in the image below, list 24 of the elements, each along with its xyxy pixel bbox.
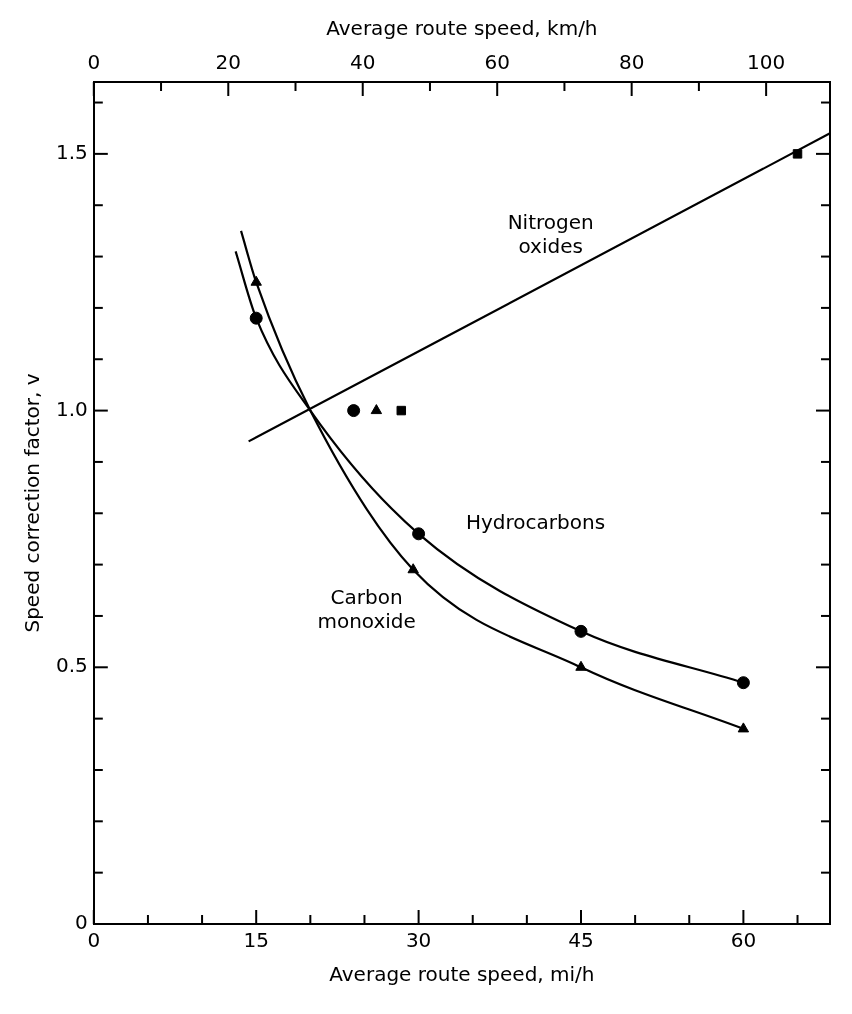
point: [736, 676, 750, 690]
y-axis-title: Speed correction factor, v: [20, 373, 45, 633]
point: [396, 405, 407, 416]
y-tick-label: 1.0: [55, 396, 88, 421]
x-tick-label: 60: [730, 928, 757, 953]
x-tick-label: 45: [568, 928, 594, 953]
series-label: Nitrogen oxides: [507, 210, 594, 259]
x2-axis-title: Average route speed, km/h: [326, 16, 598, 41]
series-label: Hydrocarbons: [465, 509, 606, 534]
y-tick-label: 0: [75, 910, 88, 935]
x2-tick-label: 60: [484, 50, 510, 75]
x-tick-label: 15: [243, 928, 269, 953]
x2-tick-label: 20: [215, 50, 241, 75]
y-tick-label: 1.5: [55, 140, 88, 165]
series-label: Carbon monoxide: [317, 585, 416, 634]
point: [347, 404, 361, 418]
x2-tick-label: 100: [747, 50, 786, 75]
point: [370, 404, 383, 415]
x2-tick-label: 40: [350, 50, 376, 75]
x-axis-title: Average route speed, mi/h: [329, 962, 595, 987]
x-tick-label: 30: [405, 928, 432, 953]
point: [737, 722, 750, 733]
y-tick-label: 0.5: [55, 653, 88, 678]
x2-tick-label: 80: [618, 50, 645, 75]
